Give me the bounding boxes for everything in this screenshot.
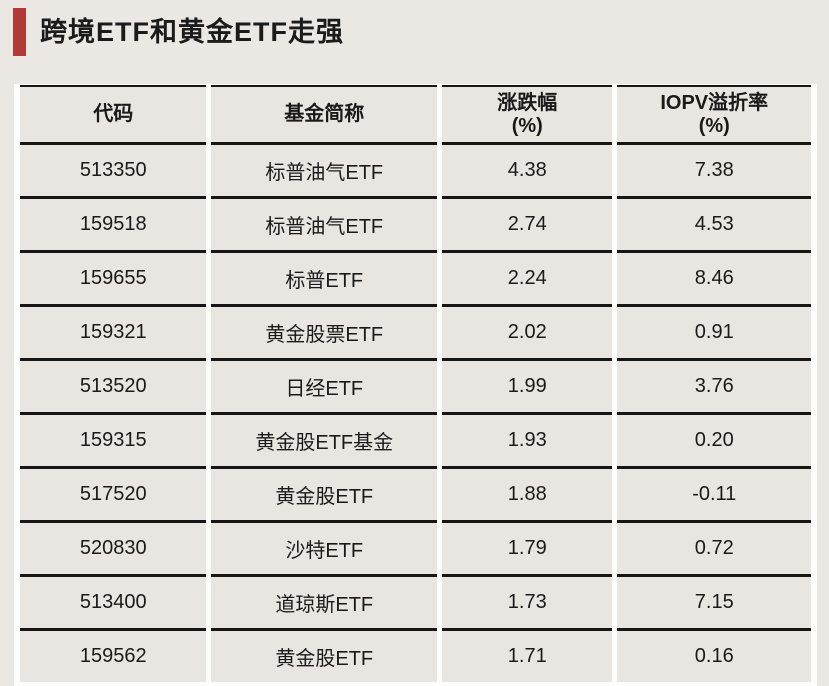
change-pct-cell: 2.74: [442, 199, 613, 253]
code-cell: 513400: [20, 577, 207, 631]
iopv-premium-cell: 7.38: [617, 145, 811, 199]
table-row: 159321 黄金股票ETF 2.02 0.91: [20, 307, 811, 361]
column-header-code: 代码: [20, 85, 207, 145]
table-row: 159518 标普油气ETF 2.74 4.53: [20, 199, 811, 253]
column-header-label: 涨跌幅: [497, 91, 558, 114]
etf-table-container: 代码 基金简称 涨跌幅 (%) IOPV溢折率 (%) 513350 标普油气E: [14, 84, 817, 686]
column-header-label: IOPV溢折率: [660, 91, 769, 114]
change-pct-cell: 1.99: [442, 361, 613, 415]
table-row: 517520 黄金股ETF 1.88 -0.11: [20, 469, 811, 523]
code-cell: 513520: [20, 361, 207, 415]
iopv-premium-cell: 0.72: [617, 523, 811, 577]
page-title: 跨境ETF和黄金ETF走强: [40, 17, 344, 47]
table-row: 159655 标普ETF 2.24 8.46: [20, 253, 811, 307]
fund-name-cell: 黄金股ETF基金: [211, 415, 438, 469]
column-header-iopv-premium: IOPV溢折率 (%): [617, 85, 811, 145]
change-pct-cell: 1.88: [442, 469, 613, 523]
fund-name-cell: 黄金股票ETF: [211, 307, 438, 361]
iopv-premium-cell: 0.16: [617, 631, 811, 682]
table-row: 159315 黄金股ETF基金 1.93 0.20: [20, 415, 811, 469]
code-cell: 159655: [20, 253, 207, 307]
change-pct-cell: 2.02: [442, 307, 613, 361]
accent-bar: [13, 8, 26, 56]
iopv-premium-cell: 0.20: [617, 415, 811, 469]
table-header: 代码 基金简称 涨跌幅 (%) IOPV溢折率 (%): [20, 85, 811, 145]
table-row: 513400 道琼斯ETF 1.73 7.15: [20, 577, 811, 631]
iopv-premium-cell: 3.76: [617, 361, 811, 415]
change-pct-cell: 1.93: [442, 415, 613, 469]
change-pct-cell: 1.73: [442, 577, 613, 631]
fund-name-cell: 标普油气ETF: [211, 199, 438, 253]
column-header-fund-name: 基金简称: [211, 85, 438, 145]
column-header-sub: (%): [511, 114, 543, 137]
code-cell: 159562: [20, 631, 207, 682]
fund-name-cell: 道琼斯ETF: [211, 577, 438, 631]
table-row: 159562 黄金股ETF 1.71 0.16: [20, 631, 811, 682]
fund-name-cell: 标普油气ETF: [211, 145, 438, 199]
code-cell: 513350: [20, 145, 207, 199]
code-cell: 517520: [20, 469, 207, 523]
table-header-row: 代码 基金简称 涨跌幅 (%) IOPV溢折率 (%): [20, 85, 811, 145]
fund-name-cell: 沙特ETF: [211, 523, 438, 577]
iopv-premium-cell: 8.46: [617, 253, 811, 307]
table-row: 513350 标普油气ETF 4.38 7.38: [20, 145, 811, 199]
table-row: 520830 沙特ETF 1.79 0.72: [20, 523, 811, 577]
column-header-label: 代码: [93, 103, 134, 125]
iopv-premium-cell: 4.53: [617, 199, 811, 253]
fund-name-cell: 黄金股ETF: [211, 631, 438, 682]
code-cell: 520830: [20, 523, 207, 577]
change-pct-cell: 4.38: [442, 145, 613, 199]
code-cell: 159315: [20, 415, 207, 469]
iopv-premium-cell: 0.91: [617, 307, 811, 361]
headline: 跨境ETF和黄金ETF走强: [13, 8, 344, 56]
change-pct-cell: 2.24: [442, 253, 613, 307]
fund-name-cell: 日经ETF: [211, 361, 438, 415]
column-header-label: 基金简称: [284, 103, 365, 125]
code-cell: 159518: [20, 199, 207, 253]
table-body: 513350 标普油气ETF 4.38 7.38 159518 标普油气ETF …: [20, 145, 811, 682]
column-header-change-pct: 涨跌幅 (%): [442, 85, 613, 145]
change-pct-cell: 1.79: [442, 523, 613, 577]
fund-name-cell: 标普ETF: [211, 253, 438, 307]
etf-table: 代码 基金简称 涨跌幅 (%) IOPV溢折率 (%) 513350 标普油气E: [15, 85, 816, 682]
code-cell: 159321: [20, 307, 207, 361]
table-row: 513520 日经ETF 1.99 3.76: [20, 361, 811, 415]
column-header-sub: (%): [698, 114, 730, 137]
change-pct-cell: 1.71: [442, 631, 613, 682]
iopv-premium-cell: 7.15: [617, 577, 811, 631]
fund-name-cell: 黄金股ETF: [211, 469, 438, 523]
iopv-premium-cell: -0.11: [617, 469, 811, 523]
